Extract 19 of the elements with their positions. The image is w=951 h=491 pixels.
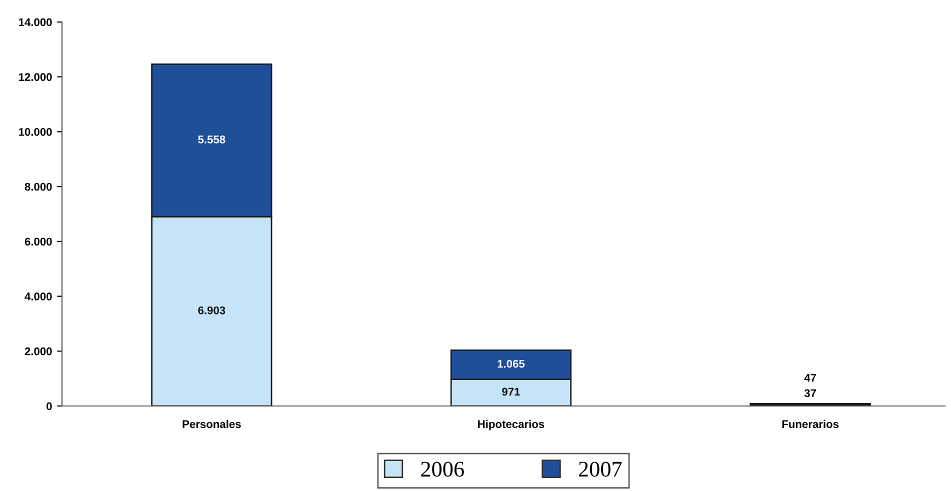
x-tick-label: Funerarios [782, 420, 839, 428]
y-tick-label: 12.000 [18, 73, 52, 81]
y-tick-label: 4.000 [24, 292, 52, 300]
x-tick-label: Hipotecarios [478, 420, 544, 430]
data-label: 47 [804, 374, 816, 382]
y-tick-label: 14.000 [18, 18, 52, 26]
legend-label: 2007 [578, 462, 622, 477]
legend-label: 2006 [421, 462, 464, 477]
x-tick-label: Personales [182, 420, 241, 428]
y-tick-label: 8.000 [24, 182, 52, 191]
data-label: 1.065 [498, 360, 525, 368]
y-tick-label: 0 [46, 402, 52, 410]
data-label: 5.558 [198, 136, 226, 144]
data-label: 971 [502, 388, 520, 396]
data-label: 37 [804, 389, 816, 398]
y-tick-label: 2.000 [24, 347, 52, 356]
y-tick-label: 10.000 [18, 128, 52, 136]
data-label: 6.903 [198, 306, 226, 314]
y-tick-label: 6.000 [24, 238, 52, 246]
